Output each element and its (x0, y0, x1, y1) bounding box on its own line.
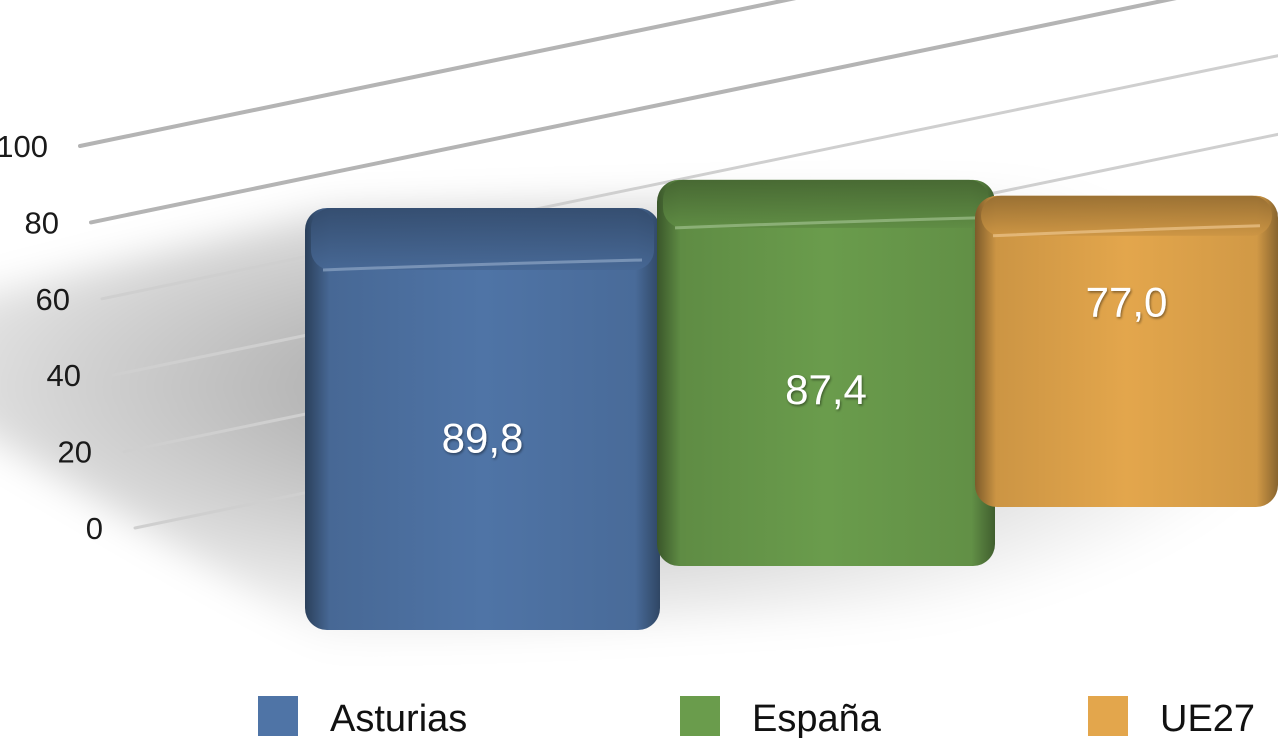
y-axis-ticks: 0 20 40 60 80 100 (0, 129, 103, 546)
legend-label: España (752, 698, 882, 738)
data-label: 89,8 (442, 415, 524, 462)
legend-item: UE27 (1088, 696, 1255, 738)
legend-swatch (680, 696, 720, 736)
legend: Asturias España UE27 (258, 696, 1255, 738)
bar-3 (975, 195, 1278, 508)
bar-body (975, 195, 1278, 508)
data-label: 77,0 (1086, 278, 1168, 325)
y-tick-label: 80 (25, 205, 59, 240)
legend-label: UE27 (1160, 698, 1255, 738)
legend-label: Asturias (330, 698, 467, 738)
bar-highlight (674, 216, 978, 230)
y-tick-label: 40 (47, 358, 81, 393)
data-labels: 89,8 87,4 77,0 (442, 278, 1168, 461)
bar-top (663, 179, 989, 228)
bar-body (657, 179, 995, 566)
legend-swatch (258, 696, 298, 736)
y-tick-label: 100 (0, 129, 48, 164)
bar-body (305, 207, 660, 630)
bars (305, 179, 1278, 630)
bar-1 (305, 207, 660, 630)
data-label: 87,4 (785, 366, 867, 413)
legend-swatch (1088, 696, 1128, 736)
bar-highlight (322, 258, 643, 272)
bar-highlight (992, 224, 1261, 238)
grid-line (100, 54, 1278, 301)
y-tick-label: 20 (58, 435, 92, 470)
bar-top (311, 207, 654, 270)
y-tick-label: 0 (86, 511, 103, 546)
y-tick-label: 60 (36, 282, 70, 317)
legend-item: España (680, 696, 882, 738)
bar-top (981, 195, 1272, 236)
grid-line (78, 0, 797, 148)
legend-item: Asturias (258, 696, 467, 738)
bar-2 (657, 179, 995, 566)
grid-line (89, 0, 1177, 225)
